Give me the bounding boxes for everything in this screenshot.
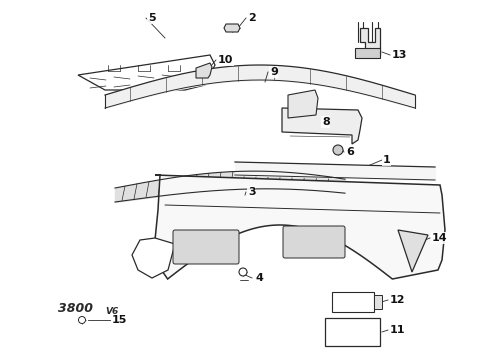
- Text: 7: 7: [308, 92, 316, 102]
- Polygon shape: [398, 230, 428, 272]
- Polygon shape: [374, 295, 382, 309]
- Polygon shape: [288, 90, 318, 118]
- Text: 10: 10: [218, 55, 233, 65]
- FancyBboxPatch shape: [325, 318, 380, 346]
- Text: 6: 6: [346, 147, 354, 157]
- Polygon shape: [196, 63, 212, 78]
- FancyBboxPatch shape: [283, 226, 345, 258]
- Circle shape: [333, 145, 343, 155]
- Polygon shape: [155, 175, 445, 279]
- Text: 5: 5: [148, 13, 156, 23]
- Text: 14: 14: [432, 233, 448, 243]
- Text: 9: 9: [270, 67, 278, 77]
- Text: 3: 3: [248, 187, 256, 197]
- Text: 1: 1: [383, 155, 391, 165]
- Text: 4: 4: [255, 273, 263, 283]
- Polygon shape: [224, 24, 240, 32]
- Text: 11: 11: [390, 325, 406, 335]
- FancyBboxPatch shape: [173, 230, 239, 264]
- Polygon shape: [132, 238, 175, 278]
- Text: V6: V6: [105, 306, 118, 315]
- Text: 13: 13: [392, 50, 407, 60]
- Polygon shape: [355, 48, 380, 58]
- Circle shape: [78, 316, 85, 324]
- Text: 15: 15: [112, 315, 127, 325]
- Text: 3800: 3800: [58, 302, 93, 315]
- FancyBboxPatch shape: [332, 292, 374, 312]
- Text: 8: 8: [322, 117, 330, 127]
- Text: 12: 12: [390, 295, 406, 305]
- Circle shape: [239, 268, 247, 276]
- Polygon shape: [355, 28, 380, 55]
- Polygon shape: [282, 108, 362, 144]
- Polygon shape: [78, 55, 215, 90]
- Text: 2: 2: [248, 13, 256, 23]
